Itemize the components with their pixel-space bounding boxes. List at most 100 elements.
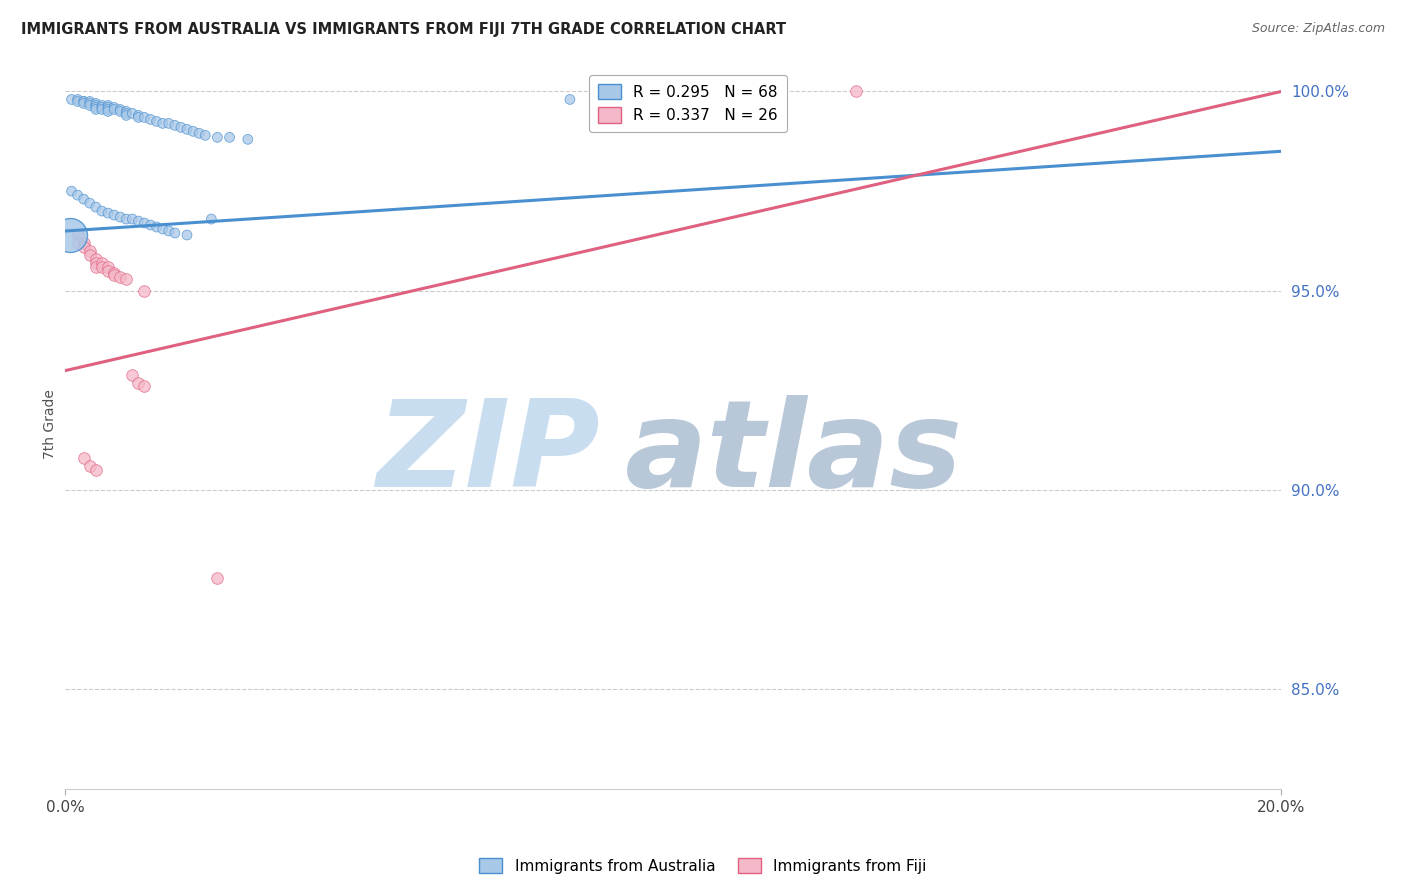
Point: [60, 93, 83, 107]
Point: [145, 114, 167, 128]
Point: [84, 256, 107, 270]
Point: [73, 95, 96, 109]
Point: [845, 85, 868, 99]
Point: [66, 95, 89, 109]
Point: [134, 284, 156, 298]
Point: [79, 98, 101, 112]
Point: [84, 260, 107, 274]
Point: [207, 571, 229, 585]
Point: [79, 196, 101, 211]
Point: [602, 93, 624, 107]
Point: [145, 220, 167, 235]
Point: [66, 188, 89, 202]
Point: [108, 210, 131, 224]
Point: [79, 96, 101, 111]
Point: [90, 204, 112, 219]
Point: [73, 451, 96, 466]
Point: [79, 459, 101, 474]
Point: [134, 216, 156, 230]
Point: [139, 218, 162, 232]
Legend: Immigrants from Australia, Immigrants from Fiji: Immigrants from Australia, Immigrants fr…: [474, 852, 932, 880]
Point: [79, 248, 101, 262]
Point: [103, 268, 125, 282]
Point: [97, 98, 120, 112]
Point: [115, 104, 138, 119]
Point: [176, 227, 198, 242]
Point: [60, 184, 83, 198]
Point: [66, 93, 89, 107]
Point: [79, 95, 101, 109]
Point: [127, 111, 149, 125]
Point: [84, 96, 107, 111]
Point: [103, 208, 125, 222]
Point: [108, 103, 131, 117]
Point: [97, 104, 120, 119]
Point: [90, 103, 112, 117]
Point: [121, 368, 143, 382]
Point: [127, 376, 149, 390]
Point: [90, 256, 112, 270]
Point: [97, 206, 120, 220]
Point: [59, 227, 82, 242]
Point: [73, 95, 96, 109]
Point: [157, 116, 180, 130]
Point: [121, 106, 143, 120]
Point: [115, 272, 138, 286]
Point: [97, 264, 120, 278]
Text: Source: ZipAtlas.com: Source: ZipAtlas.com: [1251, 22, 1385, 36]
Point: [66, 227, 89, 242]
Point: [90, 98, 112, 112]
Point: [181, 124, 204, 138]
Point: [134, 111, 156, 125]
Point: [103, 103, 125, 117]
Point: [66, 235, 89, 250]
Point: [73, 235, 96, 250]
Point: [115, 106, 138, 120]
Point: [115, 212, 138, 227]
Point: [97, 260, 120, 274]
Point: [84, 252, 107, 266]
Point: [152, 116, 174, 130]
Point: [188, 126, 211, 140]
Point: [115, 108, 138, 122]
Point: [157, 224, 180, 238]
Point: [163, 119, 186, 133]
Point: [194, 128, 217, 143]
Point: [108, 104, 131, 119]
Point: [236, 132, 259, 146]
Point: [97, 103, 120, 117]
Point: [139, 112, 162, 127]
Point: [152, 222, 174, 236]
Point: [84, 98, 107, 112]
Point: [108, 269, 131, 284]
Point: [90, 100, 112, 114]
Point: [79, 244, 101, 258]
Point: [103, 266, 125, 280]
Point: [84, 103, 107, 117]
Point: [170, 120, 193, 135]
Point: [163, 226, 186, 240]
Point: [127, 108, 149, 122]
Point: [97, 100, 120, 114]
Text: IMMIGRANTS FROM AUSTRALIA VS IMMIGRANTS FROM FIJI 7TH GRADE CORRELATION CHART: IMMIGRANTS FROM AUSTRALIA VS IMMIGRANTS …: [21, 22, 786, 37]
Point: [134, 379, 156, 393]
Y-axis label: 7th Grade: 7th Grade: [44, 390, 58, 459]
Point: [103, 100, 125, 114]
Point: [200, 212, 222, 227]
Point: [84, 100, 107, 114]
Point: [90, 260, 112, 274]
Point: [723, 93, 745, 107]
Point: [176, 122, 198, 136]
Point: [73, 240, 96, 254]
Point: [207, 130, 229, 145]
Point: [127, 214, 149, 228]
Point: [73, 96, 96, 111]
Point: [121, 212, 143, 227]
Text: atlas: atlas: [624, 395, 963, 512]
Point: [73, 192, 96, 206]
Legend: R = 0.295   N = 68, R = 0.337   N = 26: R = 0.295 N = 68, R = 0.337 N = 26: [589, 75, 787, 133]
Point: [84, 200, 107, 214]
Point: [662, 93, 685, 107]
Point: [84, 463, 107, 477]
Text: ZIP: ZIP: [377, 395, 600, 512]
